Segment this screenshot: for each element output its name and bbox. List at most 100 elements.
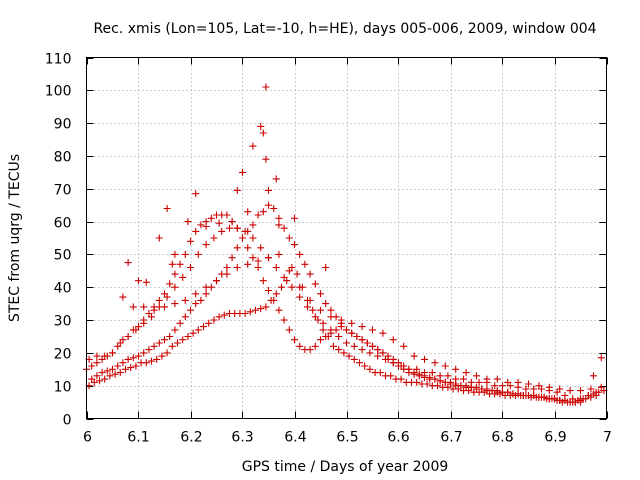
data-point (168, 260, 176, 268)
data-point (348, 319, 356, 327)
data-point (293, 270, 301, 278)
x-tick-label: 7 (603, 430, 612, 446)
data-point (132, 362, 140, 370)
data-point (330, 342, 337, 350)
y-tick-label: 20 (54, 347, 72, 363)
data-point (257, 122, 265, 130)
x-tick-label: 6.5 (336, 430, 358, 446)
data-point (150, 306, 158, 314)
data-point (116, 339, 124, 347)
x-axis-title: GPS time / Days of year 2009 (242, 459, 449, 475)
data-point (356, 359, 363, 367)
data-point (148, 313, 155, 321)
data-point (311, 280, 319, 288)
data-point (374, 346, 382, 354)
data-point (322, 264, 330, 271)
data-point (327, 326, 335, 334)
data-point (127, 364, 135, 372)
data-point (491, 382, 499, 390)
data-point (202, 241, 210, 249)
data-point (262, 155, 270, 163)
data-point (207, 214, 215, 222)
data-point (413, 378, 421, 386)
data-point (129, 354, 137, 362)
data-point (319, 326, 327, 334)
data-point (184, 333, 192, 340)
data-point (135, 277, 142, 285)
data-point (215, 313, 223, 321)
data-point (252, 306, 259, 314)
data-point (358, 336, 366, 344)
axis-ticks (86, 57, 608, 420)
data-point (317, 290, 324, 298)
data-point (285, 326, 293, 334)
y-tick-labels: 0 10 20 30 40 50 60 70 80 90 100 110 (45, 52, 72, 429)
data-point (220, 311, 228, 319)
x-tick-label: 6 (83, 430, 92, 446)
data-point (119, 359, 127, 367)
data-point (597, 354, 605, 362)
data-point (254, 257, 262, 265)
data-point (410, 352, 418, 360)
data-point (343, 326, 350, 334)
grid (86, 57, 607, 419)
data-point (275, 214, 283, 222)
data-point (270, 205, 278, 212)
data-point (434, 382, 441, 390)
data-point (228, 254, 236, 262)
data-point (88, 362, 96, 370)
data-point (280, 273, 288, 281)
data-point (319, 319, 327, 327)
data-point (397, 362, 405, 370)
data-point (215, 219, 223, 227)
data-point (140, 319, 148, 327)
y-tick-label: 50 (54, 248, 72, 264)
data-point (452, 365, 460, 373)
data-point (101, 375, 109, 383)
data-point (124, 259, 132, 267)
data-point (265, 201, 272, 209)
x-tick-label: 6.4 (284, 430, 306, 446)
data-point (361, 362, 369, 370)
data-point (514, 378, 522, 386)
data-point (210, 234, 218, 242)
data-point (200, 323, 207, 331)
data-point (93, 352, 101, 360)
data-point (249, 234, 257, 242)
data-point (462, 382, 470, 390)
plot-frame (86, 57, 607, 419)
data-point (189, 329, 197, 337)
data-point (218, 227, 226, 235)
data-point (335, 333, 343, 340)
data-point (241, 310, 249, 317)
data-point (272, 264, 280, 271)
data-point (272, 175, 280, 183)
data-point (322, 333, 330, 340)
data-point (272, 290, 280, 298)
data-point (350, 342, 358, 350)
data-point (103, 367, 111, 375)
y-tick-label: 110 (45, 52, 72, 68)
data-point (166, 333, 174, 340)
data-point (499, 382, 506, 390)
data-point (376, 369, 384, 377)
data-point (265, 186, 272, 194)
data-point (473, 372, 480, 380)
y-tick-label: 60 (54, 216, 72, 232)
data-point (150, 342, 158, 350)
data-point (577, 395, 584, 403)
data-point (343, 339, 350, 347)
data-point (239, 234, 246, 242)
data-point (223, 264, 231, 271)
y-tick-label: 10 (54, 380, 72, 396)
data-point (163, 205, 171, 212)
x-tick-label: 6.7 (440, 430, 462, 446)
data-point (410, 370, 418, 378)
data-point (210, 316, 218, 324)
data-point (249, 142, 257, 150)
data-point (317, 336, 324, 344)
data-point (556, 385, 564, 393)
data-point (358, 346, 366, 354)
data-point (122, 365, 129, 373)
data-point (205, 319, 213, 327)
